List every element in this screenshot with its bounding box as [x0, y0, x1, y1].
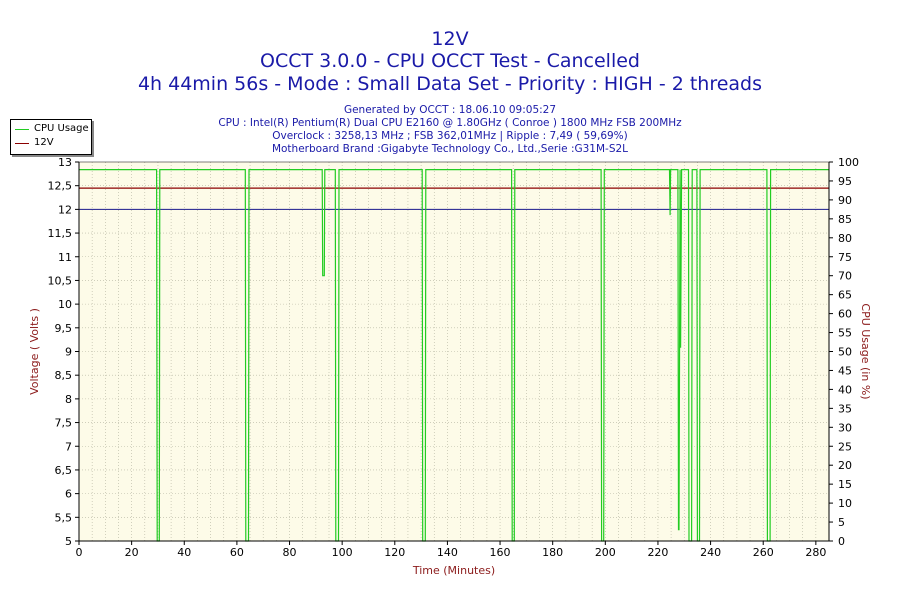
x-tick-label: 100	[332, 546, 353, 559]
y-tick-label-right: 15	[838, 478, 852, 491]
info-motherboard: Motherboard Brand :Gigabyte Technology C…	[271, 143, 629, 155]
x-tick-label: 0	[76, 546, 83, 559]
y-tick-label-left: 6,5	[55, 464, 73, 477]
y-tick-label-left: 7	[65, 440, 72, 453]
x-tick-label: 20	[125, 546, 139, 559]
y-tick-label-right: 90	[838, 194, 852, 207]
series-line-cpu-usage	[79, 169, 829, 542]
y-tick-label-left: 12	[58, 203, 72, 216]
y-tick-label-left: 12,5	[48, 180, 73, 193]
y-tick-label-right: 20	[838, 459, 852, 472]
y-tick-label-left: 11,5	[48, 227, 73, 240]
y-tick-label-right: 5	[838, 516, 845, 529]
y-tick-label-left: 10,5	[48, 274, 73, 287]
x-tick-label: 200	[595, 546, 616, 559]
y-tick-label-right: 45	[838, 364, 852, 377]
y-tick-label-right: 25	[838, 440, 852, 453]
chart-subtitle-duration: 4h 44min 56s - Mode : Small Data Set - P…	[137, 73, 763, 95]
x-tick-label: 120	[384, 546, 405, 559]
x-tick-label: 160	[490, 546, 511, 559]
y-tick-label-right: 40	[838, 383, 852, 396]
x-tick-label: 80	[283, 546, 297, 559]
x-tick-label: 280	[805, 546, 826, 559]
x-tick-label: 140	[437, 546, 458, 559]
info-overclock: Overclock : 3258,13 MHz ; FSB 362,01MHz …	[272, 130, 628, 142]
y-tick-label-right: 35	[838, 402, 852, 415]
y-tick-label-right: 95	[838, 175, 852, 188]
y-tick-label-left: 7,5	[55, 417, 73, 430]
x-tick-label: 240	[700, 546, 721, 559]
y-tick-label-right: 70	[838, 270, 852, 283]
x-axis-label: Time (Minutes)	[412, 564, 495, 577]
y-tick-label-left: 9	[65, 346, 72, 359]
x-tick-label: 260	[753, 546, 774, 559]
y-tick-label-right: 50	[838, 346, 852, 359]
y-tick-label-left: 6	[65, 488, 72, 501]
x-tick-label: 60	[230, 546, 244, 559]
y-tick-label-left: 11	[58, 251, 72, 264]
y-tick-label-left: 8	[65, 393, 72, 406]
legend-swatch-cpu-usage	[15, 129, 29, 130]
y-tick-label-left: 13	[58, 156, 72, 169]
chart-title: 12V	[431, 28, 469, 50]
info-cpu: CPU : Intel(R) Pentium(R) Dual CPU E2160…	[218, 117, 682, 129]
y-tick-label-right: 80	[838, 232, 852, 245]
y-axis-label-right: CPU Usage (in %)	[859, 303, 872, 399]
y-tick-label-left: 5,5	[55, 511, 73, 524]
y-tick-label-left: 9,5	[55, 322, 73, 335]
x-tick-label: 220	[647, 546, 668, 559]
y-tick-label-right: 0	[838, 535, 845, 548]
legend-label-cpu-usage: CPU Usage	[34, 123, 89, 134]
y-tick-label-left: 5	[65, 535, 72, 548]
y-axis-label-left: Voltage ( Volts )	[28, 308, 41, 395]
x-tick-label: 40	[177, 546, 191, 559]
y-tick-label-right: 85	[838, 213, 852, 226]
y-tick-label-left: 10	[58, 298, 72, 311]
y-tick-label-right: 100	[838, 156, 859, 169]
y-tick-label-right: 75	[838, 251, 852, 264]
chart-legend: CPU Usage 12V	[10, 119, 92, 155]
y-tick-label-right: 10	[838, 497, 852, 510]
legend-swatch-12v	[15, 143, 29, 144]
y-tick-label-right: 65	[838, 289, 852, 302]
info-generated: Generated by OCCT : 18.06.10 09:05:27	[343, 104, 557, 116]
legend-label-12v: 12V	[34, 137, 54, 148]
y-tick-label-right: 30	[838, 421, 852, 434]
y-tick-label-right: 60	[838, 308, 852, 321]
y-tick-label-left: 8,5	[55, 369, 73, 382]
chart-subtitle-test: OCCT 3.0.0 - CPU OCCT Test - Cancelled	[260, 50, 640, 72]
x-tick-label: 180	[542, 546, 563, 559]
y-tick-label-right: 55	[838, 327, 852, 340]
